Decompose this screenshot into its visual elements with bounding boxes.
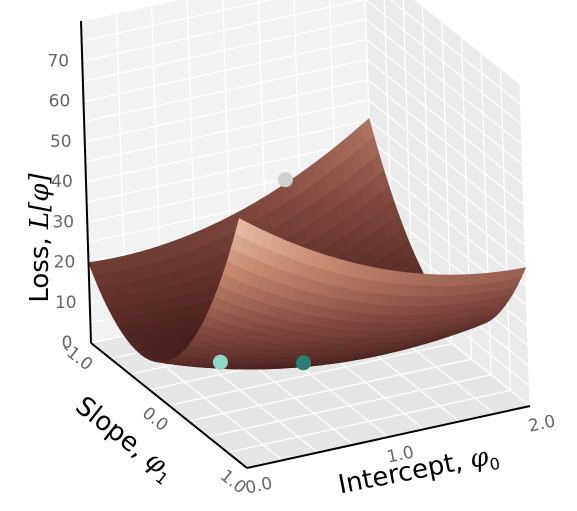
z-tick-label: 40 [51, 172, 73, 192]
grid-line [365, 0, 522, 125]
grid-line [80, 0, 180, 22]
point-dark-teal [296, 355, 311, 371]
grid-line [83, 59, 368, 123]
grid-line [368, 119, 526, 246]
x-tick-label: 2.0 [527, 411, 558, 436]
parameter-points [212, 172, 311, 371]
z-tick-label: 20 [54, 253, 76, 273]
grid-line [227, 389, 511, 453]
grid-line [369, 139, 527, 266]
y-tick-label: 0.0 [138, 403, 172, 435]
axis-lines [80, 20, 531, 469]
grid-line [207, 374, 492, 438]
grid-line [367, 79, 525, 206]
grid-line [83, 38, 367, 103]
x-axis-line [246, 405, 531, 469]
surface-patch [234, 218, 249, 239]
grid-line [366, 59, 524, 186]
loss-surface [88, 117, 527, 370]
grid-line [82, 18, 367, 82]
grid-line [366, 39, 523, 165]
z-tick-label: 50 [50, 132, 72, 152]
y-axis-label: Slope, φ1 [68, 391, 181, 489]
z-tick-label: 60 [49, 92, 71, 112]
z-tick-label: 30 [52, 212, 74, 232]
z-tick-label: 70 [47, 51, 69, 71]
grid-line [188, 358, 472, 422]
grid-line [369, 159, 527, 286]
grid-line [365, 18, 523, 145]
point-light-teal [212, 354, 228, 370]
z-tick-label: 10 [55, 293, 77, 313]
x-axis-label: Intercept, φ0 [336, 440, 502, 503]
z-axis-label: Loss, L[φ] [25, 172, 55, 302]
grid-line [84, 79, 368, 143]
y-axis-line [90, 342, 248, 469]
grid-line [168, 342, 453, 407]
grid-line [389, 0, 522, 105]
x-tick-label: 0.0 [244, 473, 275, 498]
grid-line [86, 139, 370, 203]
y-tick-label: 1.0 [216, 466, 250, 498]
point-light-gray [277, 172, 293, 188]
grid-line [85, 119, 370, 183]
grid-line [82, 0, 365, 62]
z-tick-label: 0 [62, 333, 73, 353]
z-axis-line [80, 20, 92, 344]
grid-line [81, 0, 273, 42]
grid-line [414, 0, 521, 85]
grid-line [367, 99, 525, 226]
grid-line [85, 99, 369, 163]
